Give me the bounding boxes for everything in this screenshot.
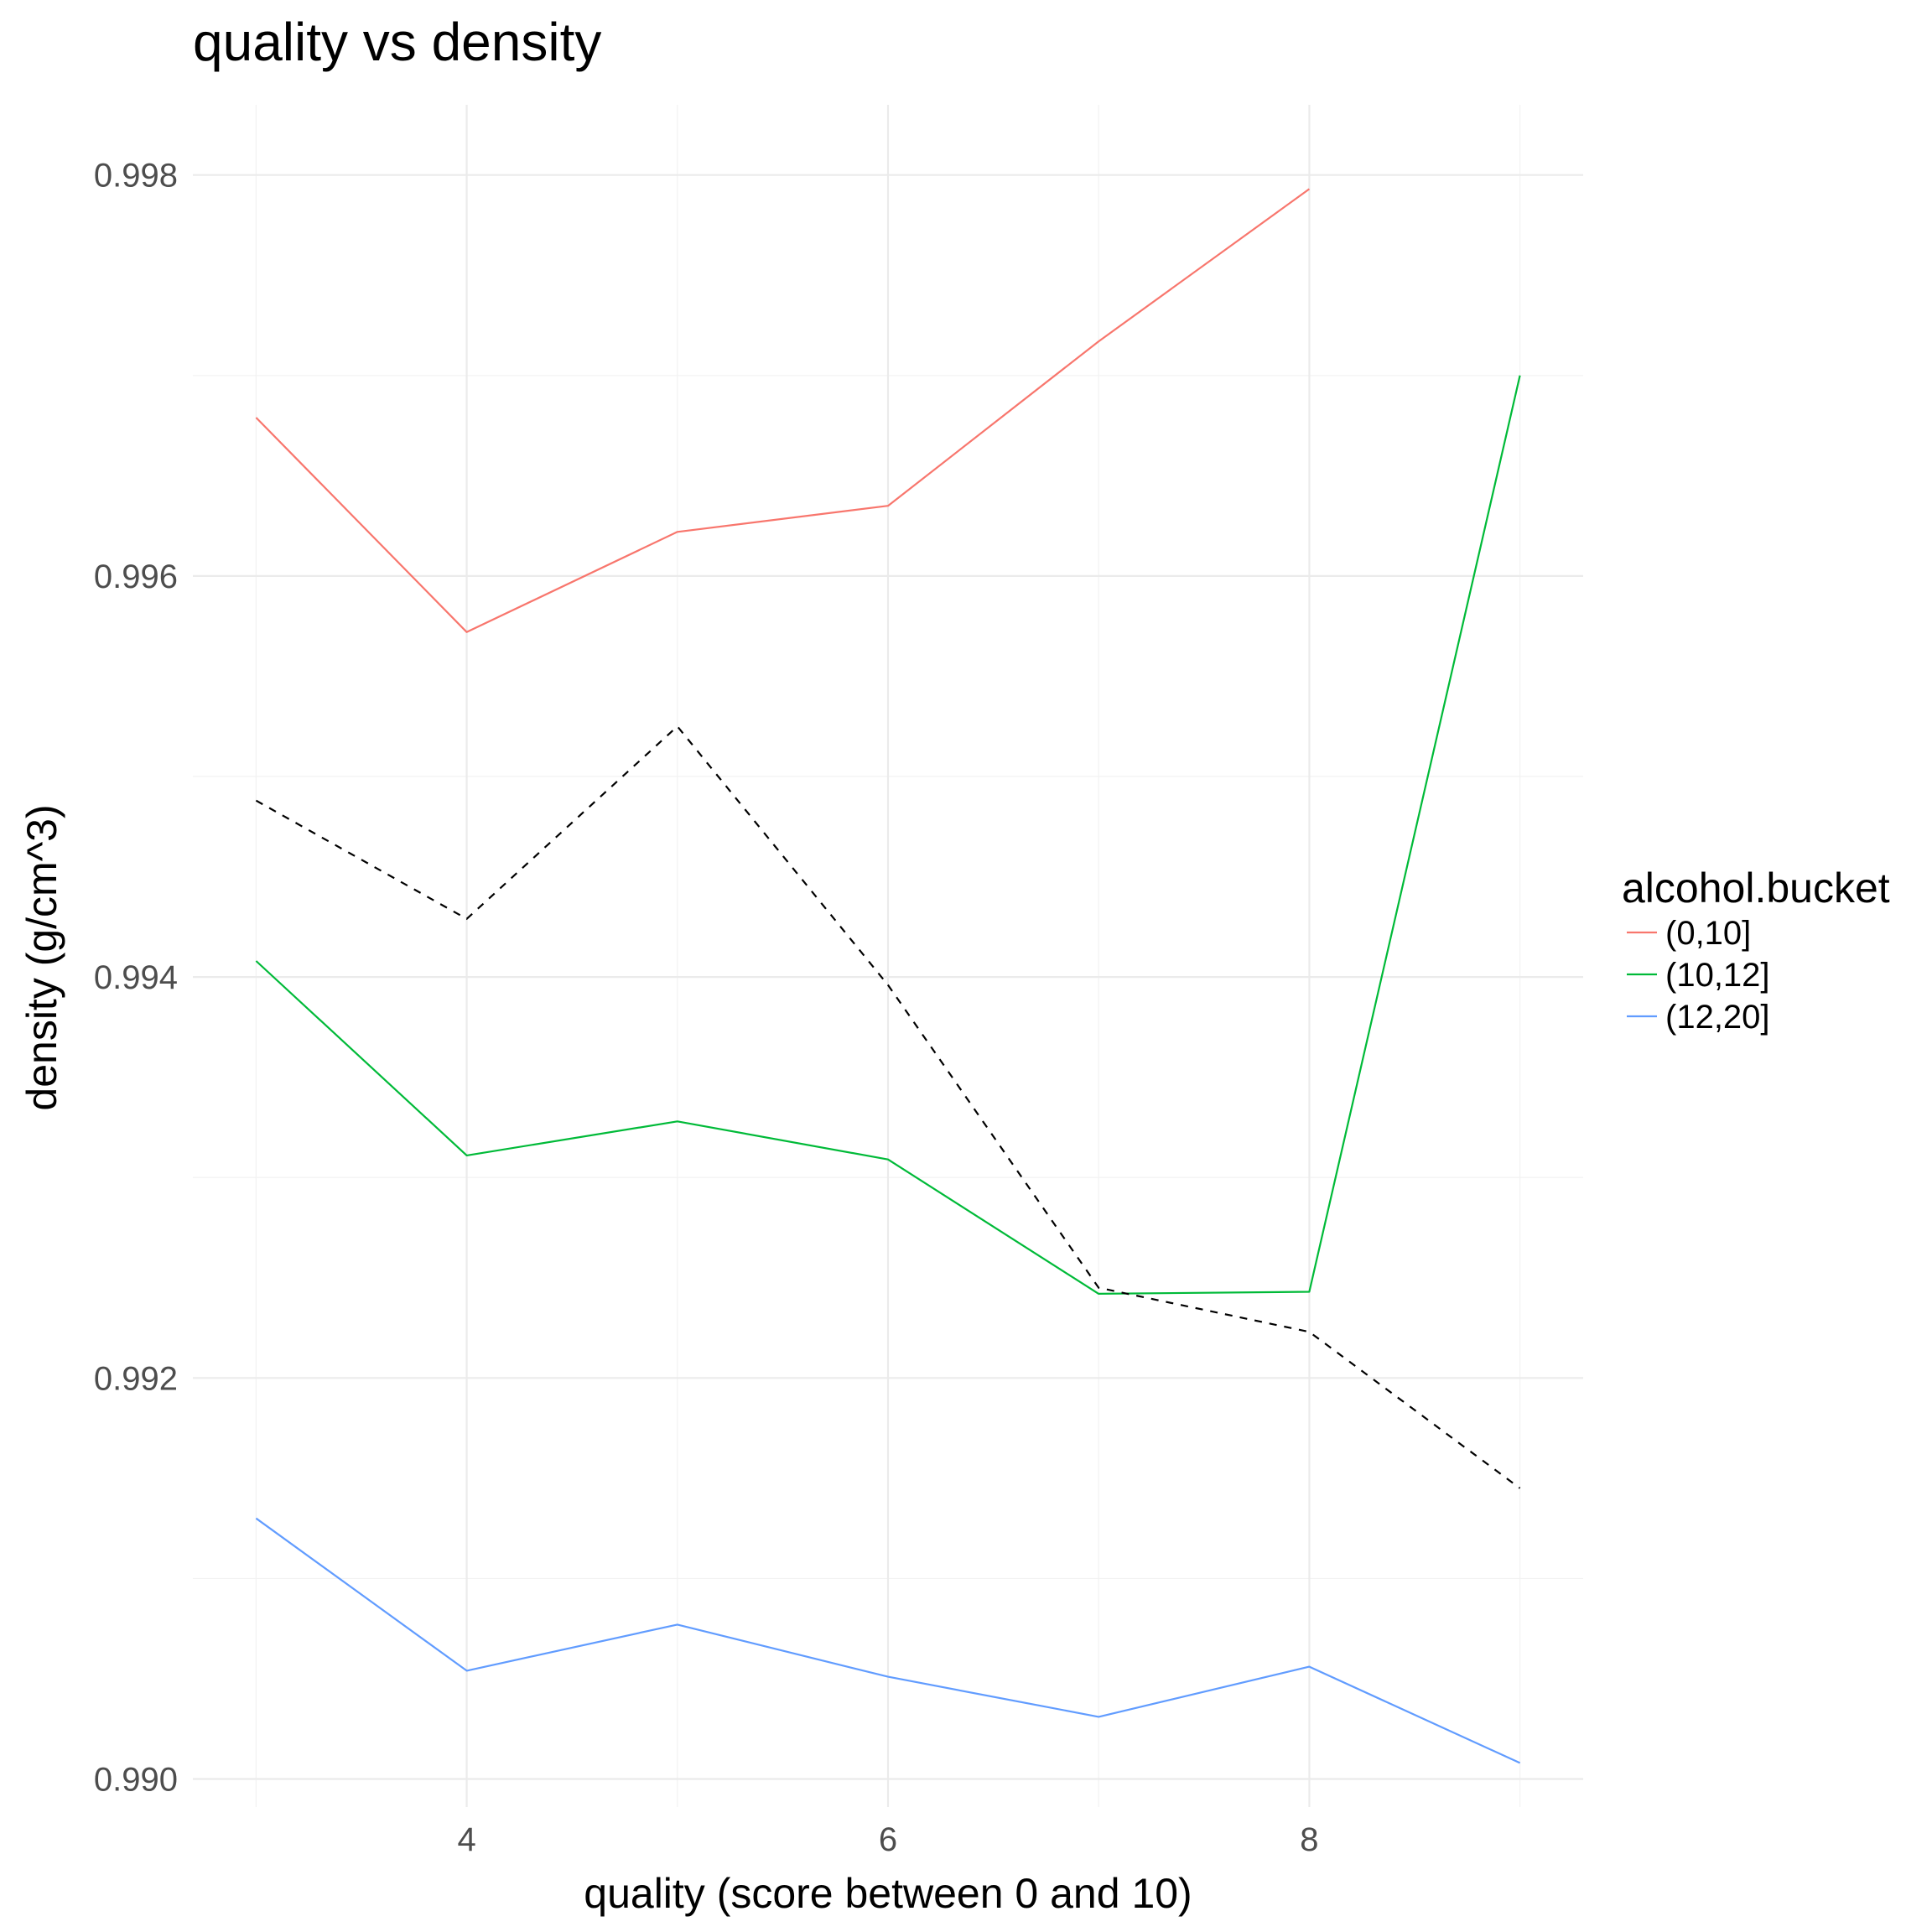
x-tick-label: 4	[457, 1821, 475, 1858]
legend-item: (0,10]	[1627, 915, 1751, 952]
legend-items: (0,10] (10,12] (12,20]	[1627, 915, 1770, 1036]
y-axis-ticks: 0.990 0.992 0.994 0.996 0.998	[94, 158, 178, 1799]
legend-label: (10,12]	[1665, 957, 1770, 994]
legend-title: alcohol.bucket	[1622, 865, 1890, 911]
series-line-3	[255, 1517, 1521, 1764]
x-tick-label: 8	[1300, 1821, 1318, 1858]
reference-line	[255, 724, 1521, 1489]
y-axis-title: density (g/cm^3)	[18, 804, 65, 1110]
legend-label: (0,10]	[1665, 915, 1751, 952]
y-tick-label: 0.996	[94, 558, 178, 595]
chart-title: quality vs density	[193, 12, 601, 72]
y-tick-label: 0.998	[94, 158, 178, 195]
major-gridlines	[193, 105, 1583, 1807]
minor-gridlines	[193, 105, 1583, 1807]
legend-label: (12,20]	[1665, 999, 1770, 1036]
legend: alcohol.bucket (0,10] (10,12] (12,20]	[1622, 865, 1890, 1036]
y-tick-label: 0.990	[94, 1762, 178, 1799]
x-axis-ticks: 4 6 8	[457, 1821, 1318, 1858]
x-tick-label: 6	[879, 1821, 897, 1858]
legend-item: (12,20]	[1627, 999, 1770, 1036]
y-tick-label: 0.994	[94, 959, 178, 996]
legend-item: (10,12]	[1627, 957, 1770, 994]
series-line-2	[255, 375, 1521, 1296]
series-lines	[255, 188, 1521, 1764]
series-line-1	[255, 188, 1311, 633]
x-axis-title: quality (score between 0 and 10)	[584, 1870, 1192, 1917]
y-tick-label: 0.992	[94, 1360, 178, 1397]
